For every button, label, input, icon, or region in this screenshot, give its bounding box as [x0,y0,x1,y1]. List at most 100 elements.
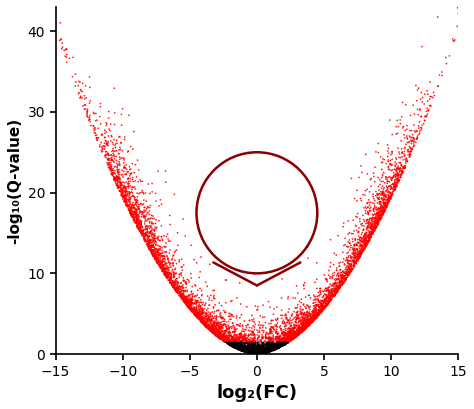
Point [263,348,271,354]
Point [235,346,243,353]
Point [346,266,353,272]
Point [170,278,178,285]
Point [295,325,302,332]
Point [270,324,277,330]
Point [285,325,292,332]
Point [289,332,297,338]
Point [239,334,247,340]
Point [127,205,135,211]
Point [257,350,264,357]
Point [231,334,238,341]
Point [194,297,202,304]
Point [264,346,272,353]
Point [282,331,289,338]
Point [115,184,123,190]
Point [329,293,337,299]
Point [164,272,171,279]
Point [217,335,225,341]
Point [321,305,329,311]
Point [364,240,372,246]
Point [375,187,383,193]
Point [361,237,369,244]
Point [365,229,373,236]
Point [126,164,133,170]
Point [345,270,352,277]
Point [211,308,219,315]
Point [212,332,219,339]
Point [281,319,288,325]
Point [206,302,213,308]
Point [198,314,205,320]
Point [352,247,360,253]
Point [115,175,122,182]
Point [148,231,156,237]
Point [287,329,294,336]
Point [209,330,217,336]
Point [251,346,258,353]
Point [169,283,176,290]
Point [245,339,252,346]
Point [277,343,285,350]
Point [346,270,353,277]
Point [218,335,226,341]
Point [275,337,283,343]
Point [277,323,284,329]
Point [249,323,257,329]
Point [180,289,187,296]
Point [177,270,185,276]
Point [196,311,204,317]
Point [320,304,328,310]
Point [282,341,290,348]
Point [219,323,227,329]
Point [233,339,240,346]
Point [323,301,330,307]
Point [346,252,354,259]
Point [374,216,382,222]
Point [187,304,194,310]
Point [289,326,297,332]
Point [186,306,194,313]
Point [183,276,191,283]
Point [306,319,313,326]
Point [188,306,195,312]
Point [148,233,155,239]
Point [455,4,462,10]
Point [363,230,370,237]
Point [380,191,387,197]
Point [359,191,367,198]
Point [236,344,243,350]
Point [396,166,403,172]
Point [345,253,352,259]
Point [199,319,207,325]
Point [421,91,428,98]
Point [335,285,343,292]
Point [310,308,317,315]
Point [101,152,109,158]
Point [217,330,225,337]
Point [278,341,285,348]
Point [275,344,283,351]
Point [317,307,325,313]
Point [209,324,217,330]
Point [236,331,243,337]
Point [308,315,316,321]
Point [317,285,325,292]
Point [136,221,144,227]
Point [354,236,362,243]
Point [192,312,200,319]
Point [281,337,288,344]
Point [172,270,180,276]
Point [134,216,141,222]
Point [376,215,383,222]
Point [343,257,351,263]
Point [132,207,140,213]
Point [270,343,278,350]
Point [229,337,237,343]
Point [358,235,365,242]
Point [228,325,236,332]
Point [287,332,294,338]
Point [111,174,119,181]
Point [337,279,345,285]
Point [392,172,400,179]
Point [178,283,185,290]
